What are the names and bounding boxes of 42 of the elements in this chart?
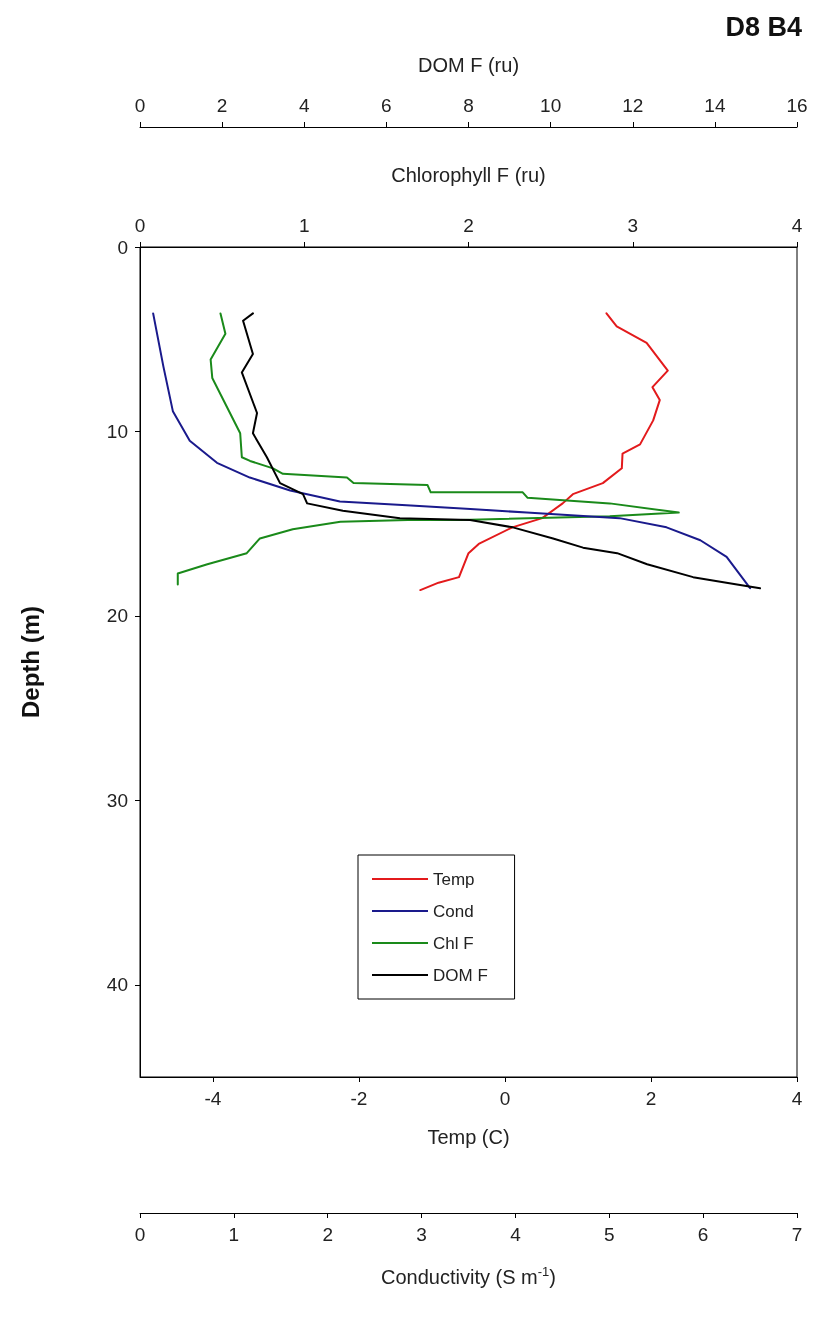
y-tick-label: 10 <box>106 420 128 442</box>
y-tick-label: 30 <box>106 789 128 811</box>
x-tick-label: 0 <box>134 1224 146 1245</box>
y-tick-label: 20 <box>106 605 128 627</box>
x2-tick-label: 4 <box>791 215 803 236</box>
legend-label: Chl F <box>433 933 474 953</box>
x2-tick-label: 1 <box>298 215 310 236</box>
x-tick-label: 1 <box>228 1224 240 1245</box>
x-tick-label: -2 <box>350 1088 368 1109</box>
x-tick-label: 5 <box>604 1224 615 1245</box>
x2-tick-label: 6 <box>381 95 392 116</box>
legend-label: Cond <box>433 901 474 921</box>
x-tick-label: 4 <box>510 1224 522 1245</box>
legend-label: Temp <box>433 869 475 889</box>
x-tick-label: 7 <box>791 1224 803 1245</box>
x-tick-label: 6 <box>697 1224 709 1245</box>
x2-tick-label: 0 <box>134 215 146 236</box>
x2-tick-label: 2 <box>216 95 228 116</box>
x-tick-label: 4 <box>791 1088 803 1109</box>
x2-tick-label: 3 <box>627 215 639 236</box>
x-tick-label: 3 <box>416 1224 427 1245</box>
x-tick-label: -4 <box>204 1088 222 1109</box>
y-axis-title: Depth (m) <box>16 606 44 718</box>
x2-tick-label: 14 <box>704 95 726 116</box>
y-tick-label: 0 <box>117 236 128 258</box>
x-tick-label: 2 <box>322 1224 333 1245</box>
x2-tick-label: 0 <box>134 95 146 116</box>
x-tick-label: 2 <box>645 1088 657 1109</box>
x2-tick-label: 10 <box>540 95 562 116</box>
x2-axis-title: DOM F (ru) <box>417 54 520 76</box>
x2-tick-label: 12 <box>622 95 644 116</box>
x2-axis-title: Chlorophyll F (ru) <box>391 164 546 186</box>
legend-label: DOM F <box>433 965 488 985</box>
x-axis-title: Temp (C) <box>427 1126 510 1148</box>
x2-tick-label: 8 <box>463 95 474 116</box>
x2-tick-label: 16 <box>786 95 808 116</box>
x2-tick-label: 2 <box>463 215 474 236</box>
line-series <box>419 312 669 592</box>
y-tick-label: 40 <box>106 974 128 996</box>
chart-title: D8 B4 <box>725 11 802 42</box>
x2-tick-label: 4 <box>298 95 310 116</box>
x-tick-label: 0 <box>499 1088 511 1109</box>
